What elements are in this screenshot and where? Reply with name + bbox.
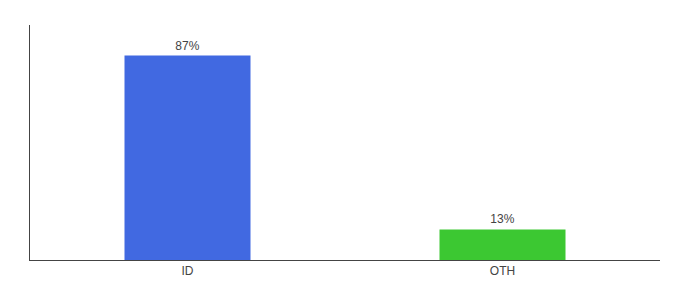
svg-text:ID: ID — [182, 264, 194, 278]
svg-text:13%: 13% — [490, 212, 514, 226]
svg-text:OTH: OTH — [490, 264, 515, 278]
svg-text:87%: 87% — [175, 39, 199, 53]
